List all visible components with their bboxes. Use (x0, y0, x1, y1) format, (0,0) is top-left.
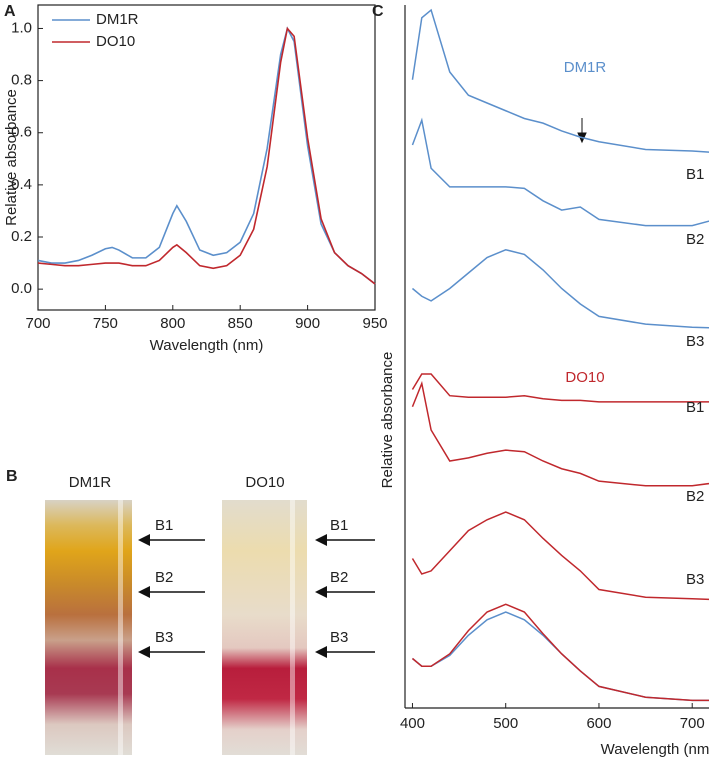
spectrum (411, 248, 709, 329)
spectrum (411, 117, 709, 227)
arrow-head (315, 646, 327, 658)
tube-glare (118, 500, 123, 755)
y-tick-label: 1.0 (11, 19, 32, 36)
band-label: B1 (686, 399, 704, 416)
spectrum (411, 611, 709, 702)
x-tick-label: 700 (25, 315, 50, 332)
arrow-head (315, 534, 327, 546)
y-tick-label: 0.8 (11, 72, 32, 89)
arrow-head (138, 534, 150, 546)
plot-frame (37, 4, 376, 311)
spectrum (411, 8, 709, 153)
band-label: B1 (330, 517, 348, 534)
y-tick-label: 0.4 (11, 176, 32, 193)
band-label: B2 (686, 488, 704, 505)
x-tick-label: 700 (680, 715, 705, 732)
series-line (37, 26, 376, 285)
arrow-head (138, 646, 150, 658)
panel-label: B (6, 468, 18, 485)
x-tick-label: 750 (93, 315, 118, 332)
spectrum (411, 603, 709, 702)
legend-label: DO10 (96, 33, 135, 50)
series-line (37, 26, 376, 285)
tube-label: DO10 (245, 474, 284, 491)
panel-label: C (372, 3, 384, 20)
band-label: B3 (686, 571, 704, 588)
y-axis-label: Relative absorbance (3, 89, 20, 226)
spectrum (411, 511, 709, 601)
x-tick-label: 900 (295, 315, 320, 332)
tube-photo (222, 500, 307, 755)
y-tick-label: 0.6 (11, 124, 32, 141)
y-tick-label: 0.2 (11, 228, 32, 245)
x-tick-label: 950 (362, 315, 387, 332)
spectrum (411, 380, 709, 487)
legend-label: DM1R (96, 11, 139, 28)
band-label: B2 (330, 569, 348, 586)
x-axis-label: Wavelength (nm) (150, 337, 264, 354)
x-tick-label: 400 (400, 715, 425, 732)
x-tick-label: 500 (493, 715, 518, 732)
panel-label: A (4, 3, 16, 20)
panel-b: B DM1R DO10 (6, 468, 307, 755)
y-tick-label: 0.0 (11, 280, 32, 297)
band-label: B3 (686, 333, 704, 350)
arrow-head (138, 586, 150, 598)
band-label: B3 (155, 629, 173, 646)
band-label: B2 (686, 231, 704, 248)
band-label: B1 (686, 166, 704, 183)
group-label: DO10 (565, 369, 604, 386)
arrow-head (315, 586, 327, 598)
x-axis-label: Wavelength (nm) (601, 741, 709, 758)
group-label: DM1R (564, 59, 607, 76)
y-axis-label: Relative absorbance (379, 352, 396, 489)
x-tick-label: 800 (160, 315, 185, 332)
x-tick-label: 600 (586, 715, 611, 732)
band-label: B1 (155, 517, 173, 534)
spectrum (411, 373, 709, 403)
band-label: B3 (330, 629, 348, 646)
tube-label: DM1R (69, 474, 112, 491)
x-tick-label: 850 (228, 315, 253, 332)
tube-photo (45, 500, 132, 755)
band-label: B2 (155, 569, 173, 586)
tube-glare (290, 500, 295, 755)
